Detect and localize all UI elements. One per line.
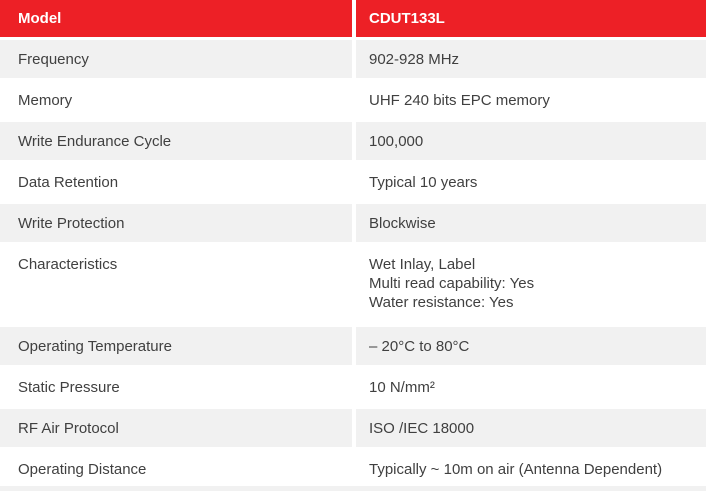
spec-label: Characteristics	[18, 256, 118, 273]
spec-label: Data Retention	[18, 173, 119, 191]
spec-value: Typically ~ 10m on air (Antenna Dependen…	[352, 450, 706, 488]
header-model-number: CDUT133L	[352, 0, 706, 37]
table-row-memory: Memory UHF 240 bits EPC memory	[0, 81, 706, 119]
spec-value: – 20°C to 80°C	[352, 327, 706, 365]
table-body: Frequency 902-928 MHz Memory UHF 240 bit…	[0, 40, 706, 488]
table-row-operating-temperature: Operating Temperature – 20°C to 80°C	[0, 327, 706, 365]
spec-value: 100,000	[352, 122, 706, 160]
spec-value: UHF 240 bits EPC memory	[352, 81, 706, 119]
table-header-row: Model CDUT133L	[0, 0, 706, 37]
table-row-rf-air-protocol: RF Air Protocol ISO /IEC 18000	[0, 409, 706, 447]
spec-value: 902-928 MHz	[352, 40, 706, 78]
spec-label: Write Endurance Cycle	[18, 132, 172, 150]
next-row-edge	[0, 486, 706, 491]
table-row-write-protection: Write Protection Blockwise	[0, 204, 706, 242]
table-row-operating-distance: Operating Distance Typically ~ 10m on ai…	[0, 450, 706, 488]
spec-value: Typical 10 years	[352, 163, 706, 201]
table-row-data-retention: Data Retention Typical 10 years	[0, 163, 706, 201]
spec-label: Operating Distance	[18, 460, 147, 478]
spec-value: 10 N/mm²	[352, 368, 706, 406]
table-row-characteristics: Characteristics Wet Inlay, Label Multi r…	[0, 245, 706, 324]
spec-value: ISO /IEC 18000	[352, 409, 706, 447]
spec-label: Operating Temperature	[18, 337, 172, 355]
spec-label: Static Pressure	[18, 378, 120, 396]
table-row-frequency: Frequency 902-928 MHz	[0, 40, 706, 78]
spec-value: Blockwise	[352, 204, 706, 242]
spec-label: RF Air Protocol	[18, 419, 119, 437]
spec-value: Wet Inlay, Label Multi read capability: …	[352, 245, 706, 324]
spec-label: Write Protection	[18, 214, 125, 232]
header-model-column: Model	[18, 10, 62, 27]
spec-label: Memory	[18, 91, 73, 109]
table-row-static-pressure: Static Pressure 10 N/mm²	[0, 368, 706, 406]
table-row-write-endurance-cycle: Write Endurance Cycle 100,000	[0, 122, 706, 160]
spec-label: Frequency	[18, 50, 89, 68]
